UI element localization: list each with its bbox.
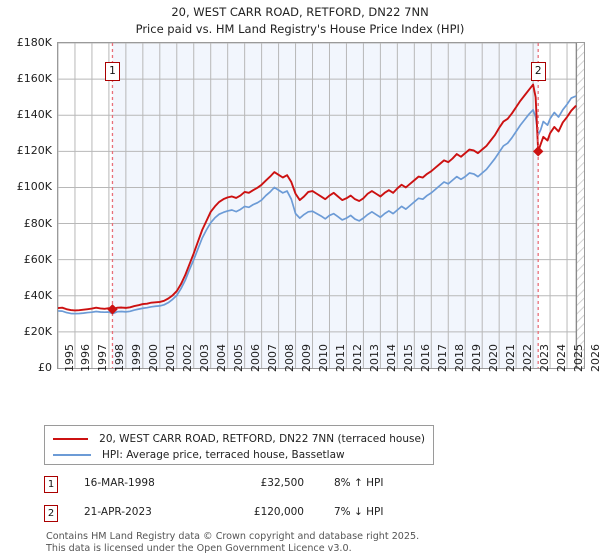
sale-price: £32,500 [260,477,304,489]
x-axis-tick-label: 2008 [283,344,297,372]
x-axis-tick-label: 2015 [401,344,415,372]
legend-item-hpi: HPI: Average price, terraced house, Bass… [53,447,425,463]
sale-marker-flag: 1 [104,62,120,81]
y-axis-tick-label: £40K [23,288,52,302]
x-axis-tick-label: 2004 [215,344,229,372]
x-axis-tick-label: 2017 [435,344,449,372]
y-axis-tick-label: £120K [16,144,52,158]
x-axis-tick-label: 1999 [130,344,144,372]
legend-item-property: 20, WEST CARR ROAD, RETFORD, DN22 7NN (t… [53,431,425,447]
x-axis-tick-label: 2011 [333,344,347,372]
y-axis-tick-label: £100K [16,180,52,194]
sale-hpi-delta: 8% ↑ HPI [334,477,384,489]
x-axis-tick-label: 2002 [181,344,195,372]
y-axis-tick-label: £140K [16,108,52,122]
y-axis-tick-label: £80K [23,216,52,230]
chart-title-block: 20, WEST CARR ROAD, RETFORD, DN22 7NN Pr… [0,4,600,38]
x-axis-tick-label: 2016 [418,344,432,372]
x-axis-tick-label: 2024 [554,344,568,372]
x-axis-tick-label: 2025 [571,344,585,372]
sale-date: 21-APR-2023 [84,506,152,518]
y-axis-tick-label: £60K [23,252,52,266]
legend-swatch-property [53,438,89,440]
x-axis-tick-label: 2012 [350,344,364,372]
sale-marker-flag: 2 [530,62,546,81]
sale-badge: 1 [44,476,58,493]
x-axis-tick-label: 2001 [164,344,178,372]
sale-hpi-delta: 7% ↓ HPI [334,506,384,518]
x-axis-tick-label: 2005 [232,344,246,372]
sale-price: £120,000 [253,506,304,518]
x-axis-tick-label: 1998 [113,344,127,372]
x-axis-tick-label: 2003 [198,344,212,372]
x-axis-tick-label: 2014 [384,344,398,372]
x-axis-tick-label: 1997 [96,344,110,372]
legend-label-property: 20, WEST CARR ROAD, RETFORD, DN22 7NN (t… [99,433,425,445]
x-axis-tick-label: 2006 [249,344,263,372]
x-axis-tick-label: 2007 [266,344,280,372]
x-axis-tick-label: 1996 [79,344,93,372]
plot-svg [58,43,584,368]
x-axis-tick-label: 2021 [503,344,517,372]
y-axis-tick-label: £0 [38,361,52,374]
page-title: 20, WEST CARR ROAD, RETFORD, DN22 7NN [171,5,429,19]
x-axis-tick-label: 2026 [588,344,600,372]
chart-legend: 20, WEST CARR ROAD, RETFORD, DN22 7NN (t… [44,425,434,465]
sale-badge: 2 [44,505,58,522]
copyright-footer: Contains HM Land Registry data © Crown c… [46,531,586,554]
y-axis-tick-label: £20K [23,324,52,338]
x-axis-tick-label: 2010 [317,344,331,372]
footer-line-1: Contains HM Land Registry data © Crown c… [46,531,420,542]
x-axis-tick-label: 2019 [469,344,483,372]
sale-date: 16-MAR-1998 [84,477,155,489]
legend-label-hpi: HPI: Average price, terraced house, Bass… [102,449,345,461]
x-axis-tick-label: 1995 [62,344,76,372]
x-axis-tick-label: 2013 [367,344,381,372]
x-axis-tick-label: 2009 [300,344,314,372]
legend-swatch-hpi [53,454,91,456]
x-axis-tick-label: 2020 [486,344,500,372]
plot-area [57,42,585,369]
x-axis-tick-label: 2022 [520,344,534,372]
footer-line-2: This data is licensed under the Open Gov… [46,542,352,554]
page-subtitle: Price paid vs. HM Land Registry's House … [135,22,465,36]
x-axis-tick-label: 2023 [537,344,551,372]
x-axis-tick-label: 2018 [452,344,466,372]
y-axis-tick-label: £160K [16,72,52,86]
x-axis-tick-label: 2000 [147,344,161,372]
